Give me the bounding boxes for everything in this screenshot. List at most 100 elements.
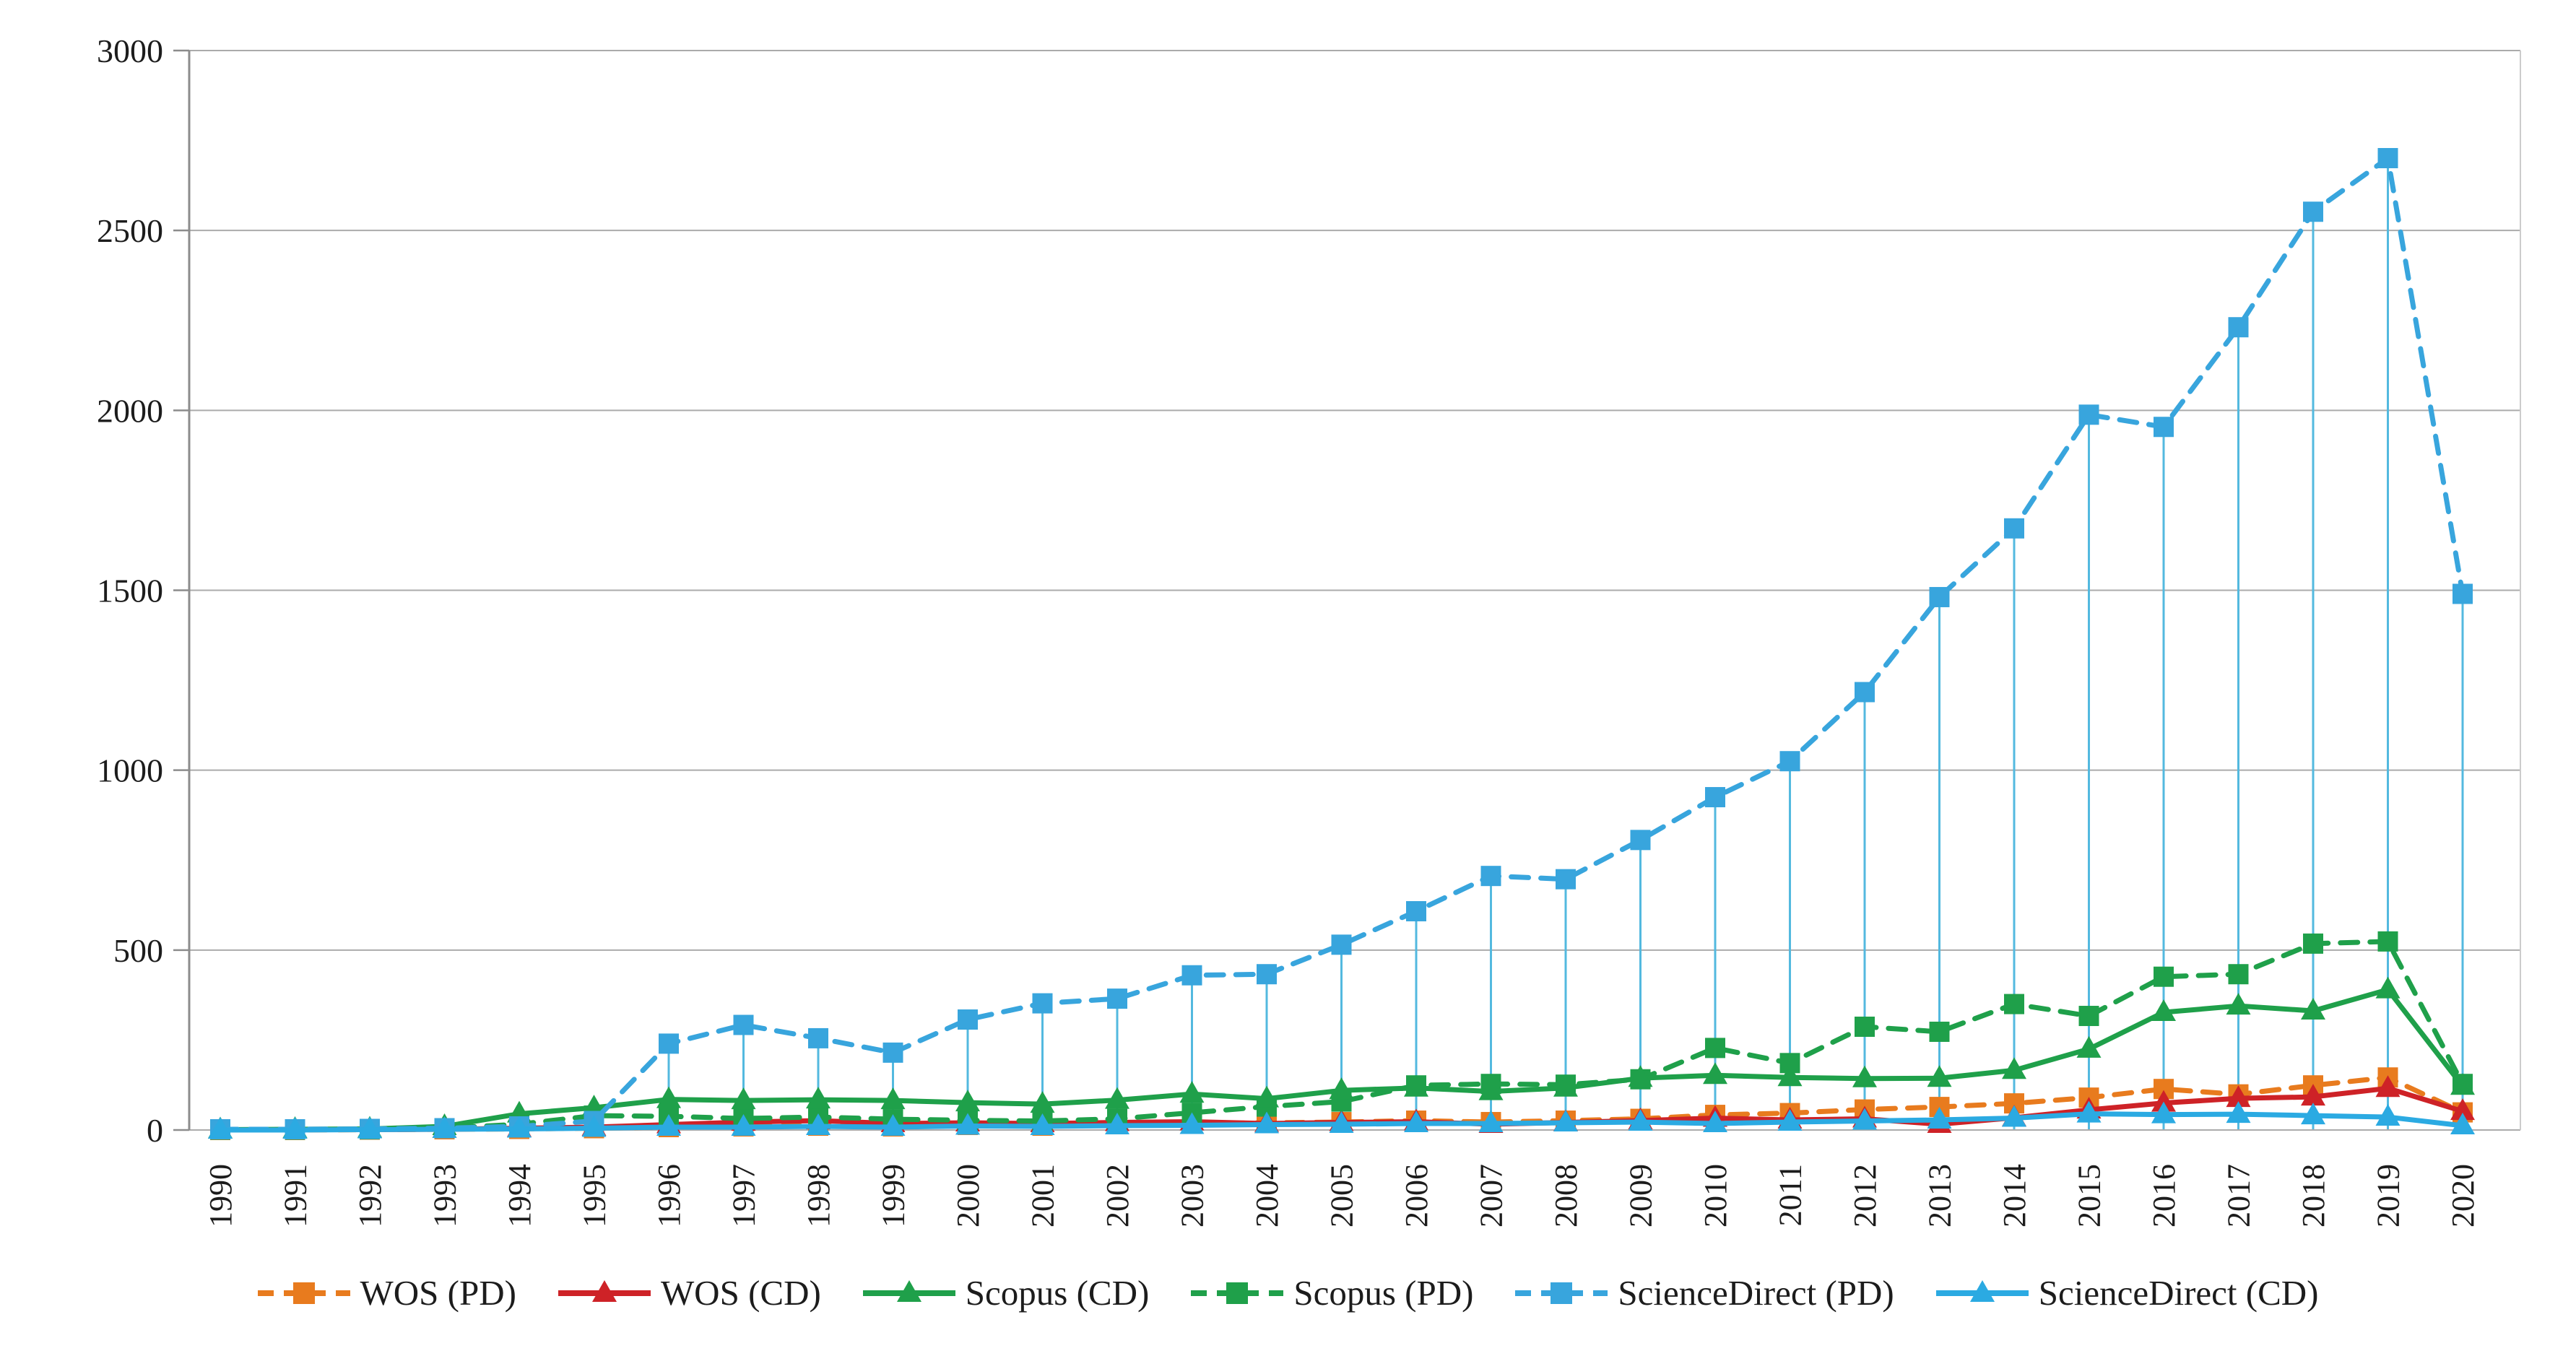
data-point-sciencedirect-cd: [581, 1115, 607, 1137]
data-point-sciencedirect-cd: [357, 1116, 382, 1139]
y-tick-label: 1500: [97, 573, 163, 609]
y-tick-label: 0: [147, 1112, 163, 1149]
x-tick-label: 2018: [2296, 1164, 2331, 1227]
data-point-scopus-cd: [2226, 993, 2251, 1015]
data-point-sciencedirect-cd: [1329, 1111, 1354, 1134]
data-point-wos-cd: [2226, 1085, 2251, 1108]
legend-label: ScienceDirect (CD): [2038, 1273, 2319, 1313]
data-point-sciencedirect-cd: [806, 1113, 831, 1136]
data-point-scopus-pd: [2154, 966, 2174, 987]
data-point-sciencedirect-cd: [1852, 1108, 1877, 1130]
data-point-wos-cd: [2151, 1090, 2176, 1112]
legend-label: Scopus (CD): [965, 1273, 1150, 1313]
legend-item-sciencedirect-pd: ScienceDirect (PD): [1515, 1272, 1894, 1313]
data-point-scopus-cd: [1179, 1081, 1205, 1103]
data-point-scopus-cd: [1254, 1085, 1279, 1108]
x-tick-label: 1997: [727, 1164, 762, 1227]
data-point-sciencedirect-cd: [1030, 1113, 1055, 1136]
data-point-sciencedirect-pd: [1331, 934, 1352, 955]
y-tick-label: 2500: [97, 212, 163, 249]
data-point-scopus-cd: [2450, 1073, 2475, 1095]
x-tick-label: 2009: [1623, 1164, 1659, 1227]
data-point-sciencedirect-cd: [1927, 1107, 1952, 1129]
data-point-sciencedirect-pd: [1257, 964, 1277, 985]
data-point-sciencedirect-cd: [1777, 1109, 1803, 1131]
data-point-sciencedirect-cd: [2375, 1104, 2401, 1126]
data-point-sciencedirect-pd: [808, 1027, 828, 1048]
data-point-sciencedirect-cd: [1179, 1112, 1205, 1134]
data-point-scopus-cd: [1703, 1062, 1727, 1085]
data-point-sciencedirect-cd: [2151, 1101, 2176, 1124]
x-tick-label: 1996: [651, 1164, 687, 1227]
x-tick-label: 2003: [1175, 1164, 1210, 1227]
data-point-sciencedirect-pd: [1630, 830, 1651, 851]
legend-marker-wos-pd: [257, 1282, 350, 1304]
x-tick-label: 1994: [502, 1164, 537, 1227]
data-point-scopus-cd: [1852, 1065, 1877, 1087]
y-tick-label: 3000: [97, 32, 163, 69]
data-point-scopus-cd: [656, 1086, 681, 1108]
legend-item-wos-pd: WOS (PD): [257, 1272, 516, 1313]
data-point-sciencedirect-cd: [282, 1117, 308, 1139]
data-point-scopus-cd: [1329, 1077, 1354, 1100]
data-point-scopus-cd: [1553, 1074, 1578, 1097]
x-tick-label: 2001: [1025, 1164, 1061, 1227]
legend-item-sciencedirect-cd: ScienceDirect (CD): [1935, 1272, 2319, 1313]
data-point-sciencedirect-cd: [731, 1114, 756, 1136]
x-tick-label: 2007: [1474, 1164, 1509, 1227]
data-point-scopus-cd: [1478, 1078, 1504, 1100]
y-tick-label: 2000: [97, 392, 163, 429]
x-tick-label: 1998: [801, 1164, 836, 1227]
data-point-scopus-pd: [2228, 964, 2249, 985]
data-point-scopus-cd: [1404, 1074, 1428, 1097]
data-point-scopus-cd: [1927, 1065, 1952, 1087]
legend-marker-shape: [1969, 1279, 1995, 1302]
legend-marker-shape: [591, 1279, 617, 1302]
x-tick-label: 2008: [1548, 1164, 1584, 1227]
data-point-wos-cd: [2450, 1098, 2475, 1121]
x-tick-label: 2017: [2221, 1164, 2257, 1227]
data-point-sciencedirect-cd: [507, 1116, 532, 1138]
data-point-scopus-pd: [1929, 1021, 1950, 1042]
data-point-sciencedirect-cd: [2002, 1105, 2026, 1127]
data-point-sciencedirect-pd: [2303, 201, 2323, 222]
data-point-sciencedirect-cd: [2301, 1103, 2325, 1125]
data-point-sciencedirect-cd: [955, 1113, 980, 1135]
data-point-scopus-cd: [955, 1090, 980, 1112]
x-tick-label: 2004: [1249, 1164, 1285, 1227]
data-point-sciencedirect-pd: [1480, 866, 1501, 887]
data-point-sciencedirect-pd: [1556, 869, 1576, 890]
x-tick-label: 2000: [950, 1164, 986, 1227]
data-point-sciencedirect-pd: [2078, 404, 2099, 425]
data-point-sciencedirect-pd: [2154, 417, 2174, 438]
legend-item-wos-cd: WOS (CD): [558, 1272, 821, 1313]
data-point-scopus-pd: [2303, 933, 2323, 954]
legend-marker-scopus-cd: [862, 1279, 955, 1302]
x-tick-label: 2011: [1773, 1164, 1808, 1226]
data-point-scopus-cd: [2375, 976, 2401, 999]
data-point-wos-cd: [2375, 1075, 2401, 1098]
x-tick-label: 1993: [428, 1164, 463, 1227]
data-point-sciencedirect-pd: [1779, 751, 1800, 772]
data-point-sciencedirect-pd: [2228, 317, 2249, 338]
x-tick-label: 2012: [1847, 1164, 1883, 1227]
data-point-scopus-pd: [2078, 1006, 2099, 1027]
y-tick-label: 500: [113, 932, 163, 969]
data-point-scopus-cd: [731, 1087, 756, 1110]
data-point-sciencedirect-pd: [2004, 518, 2024, 539]
legend-label: ScienceDirect (PD): [1618, 1273, 1894, 1313]
data-point-sciencedirect-pd: [1107, 988, 1127, 1009]
data-point-sciencedirect-pd: [2453, 583, 2473, 604]
data-point-sciencedirect-cd: [1478, 1111, 1504, 1133]
x-tick-label: 1999: [876, 1164, 911, 1227]
x-tick-label: 1991: [278, 1164, 313, 1227]
data-point-sciencedirect-cd: [2076, 1100, 2102, 1123]
data-point-sciencedirect-pd: [2377, 148, 2398, 169]
data-point-scopus-cd: [1777, 1064, 1803, 1087]
data-point-scopus-cd: [1628, 1065, 1653, 1087]
data-point-scopus-cd: [2002, 1057, 2026, 1079]
data-point-sciencedirect-pd: [1406, 901, 1426, 922]
x-tick-label: 1990: [203, 1164, 238, 1227]
data-point-sciencedirect-cd: [1628, 1109, 1653, 1131]
